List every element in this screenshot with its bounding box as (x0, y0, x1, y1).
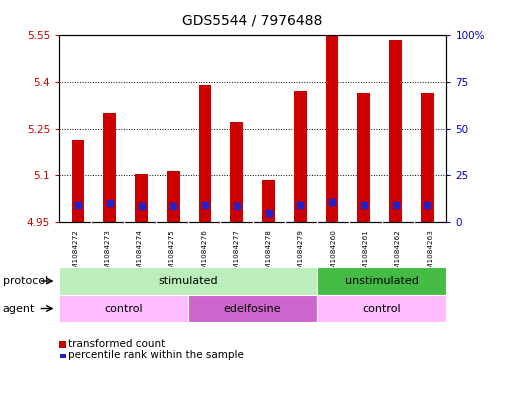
Point (328, 199, 336, 205)
Text: GDS5544 / 7976488: GDS5544 / 7976488 (183, 14, 323, 28)
Bar (167, 171, 180, 222)
Text: GSM1084276: GSM1084276 (201, 229, 207, 278)
Text: GSM1084277: GSM1084277 (233, 229, 240, 278)
Bar (230, 123, 243, 222)
Text: GSM1084262: GSM1084262 (395, 229, 401, 278)
Text: GSM1084275: GSM1084275 (169, 229, 175, 278)
Text: GSM1084273: GSM1084273 (105, 229, 110, 278)
Bar (262, 180, 275, 222)
Bar (326, 35, 339, 222)
Bar (421, 93, 433, 222)
Text: stimulated: stimulated (159, 276, 218, 286)
Text: agent: agent (3, 303, 35, 314)
Text: GSM1084263: GSM1084263 (427, 229, 433, 278)
Text: edelfosine: edelfosine (224, 303, 282, 314)
Point (169, 203, 177, 209)
Point (391, 202, 400, 208)
Point (423, 202, 431, 208)
Bar (199, 85, 211, 222)
Text: GSM1084279: GSM1084279 (298, 229, 304, 278)
Text: GSM1084261: GSM1084261 (363, 229, 369, 278)
Bar (358, 93, 370, 222)
Point (264, 210, 272, 217)
Point (233, 203, 241, 209)
Bar (135, 174, 148, 222)
Point (201, 202, 209, 208)
Text: GSM1084274: GSM1084274 (136, 229, 143, 278)
Point (360, 202, 368, 208)
Bar (294, 92, 307, 222)
Text: control: control (363, 303, 401, 314)
Bar (389, 40, 402, 222)
Text: unstimulated: unstimulated (345, 276, 419, 286)
Point (296, 202, 304, 208)
Bar (72, 140, 85, 222)
Point (106, 200, 114, 207)
Text: GSM1084278: GSM1084278 (266, 229, 272, 278)
Text: GSM1084260: GSM1084260 (330, 229, 337, 278)
Text: transformed count: transformed count (68, 339, 166, 349)
Text: control: control (104, 303, 143, 314)
Point (137, 203, 146, 209)
Bar (104, 113, 116, 222)
Text: percentile rank within the sample: percentile rank within the sample (68, 350, 244, 360)
Text: GSM1084272: GSM1084272 (72, 229, 78, 278)
Text: protocol: protocol (3, 276, 48, 286)
Point (74, 202, 82, 208)
